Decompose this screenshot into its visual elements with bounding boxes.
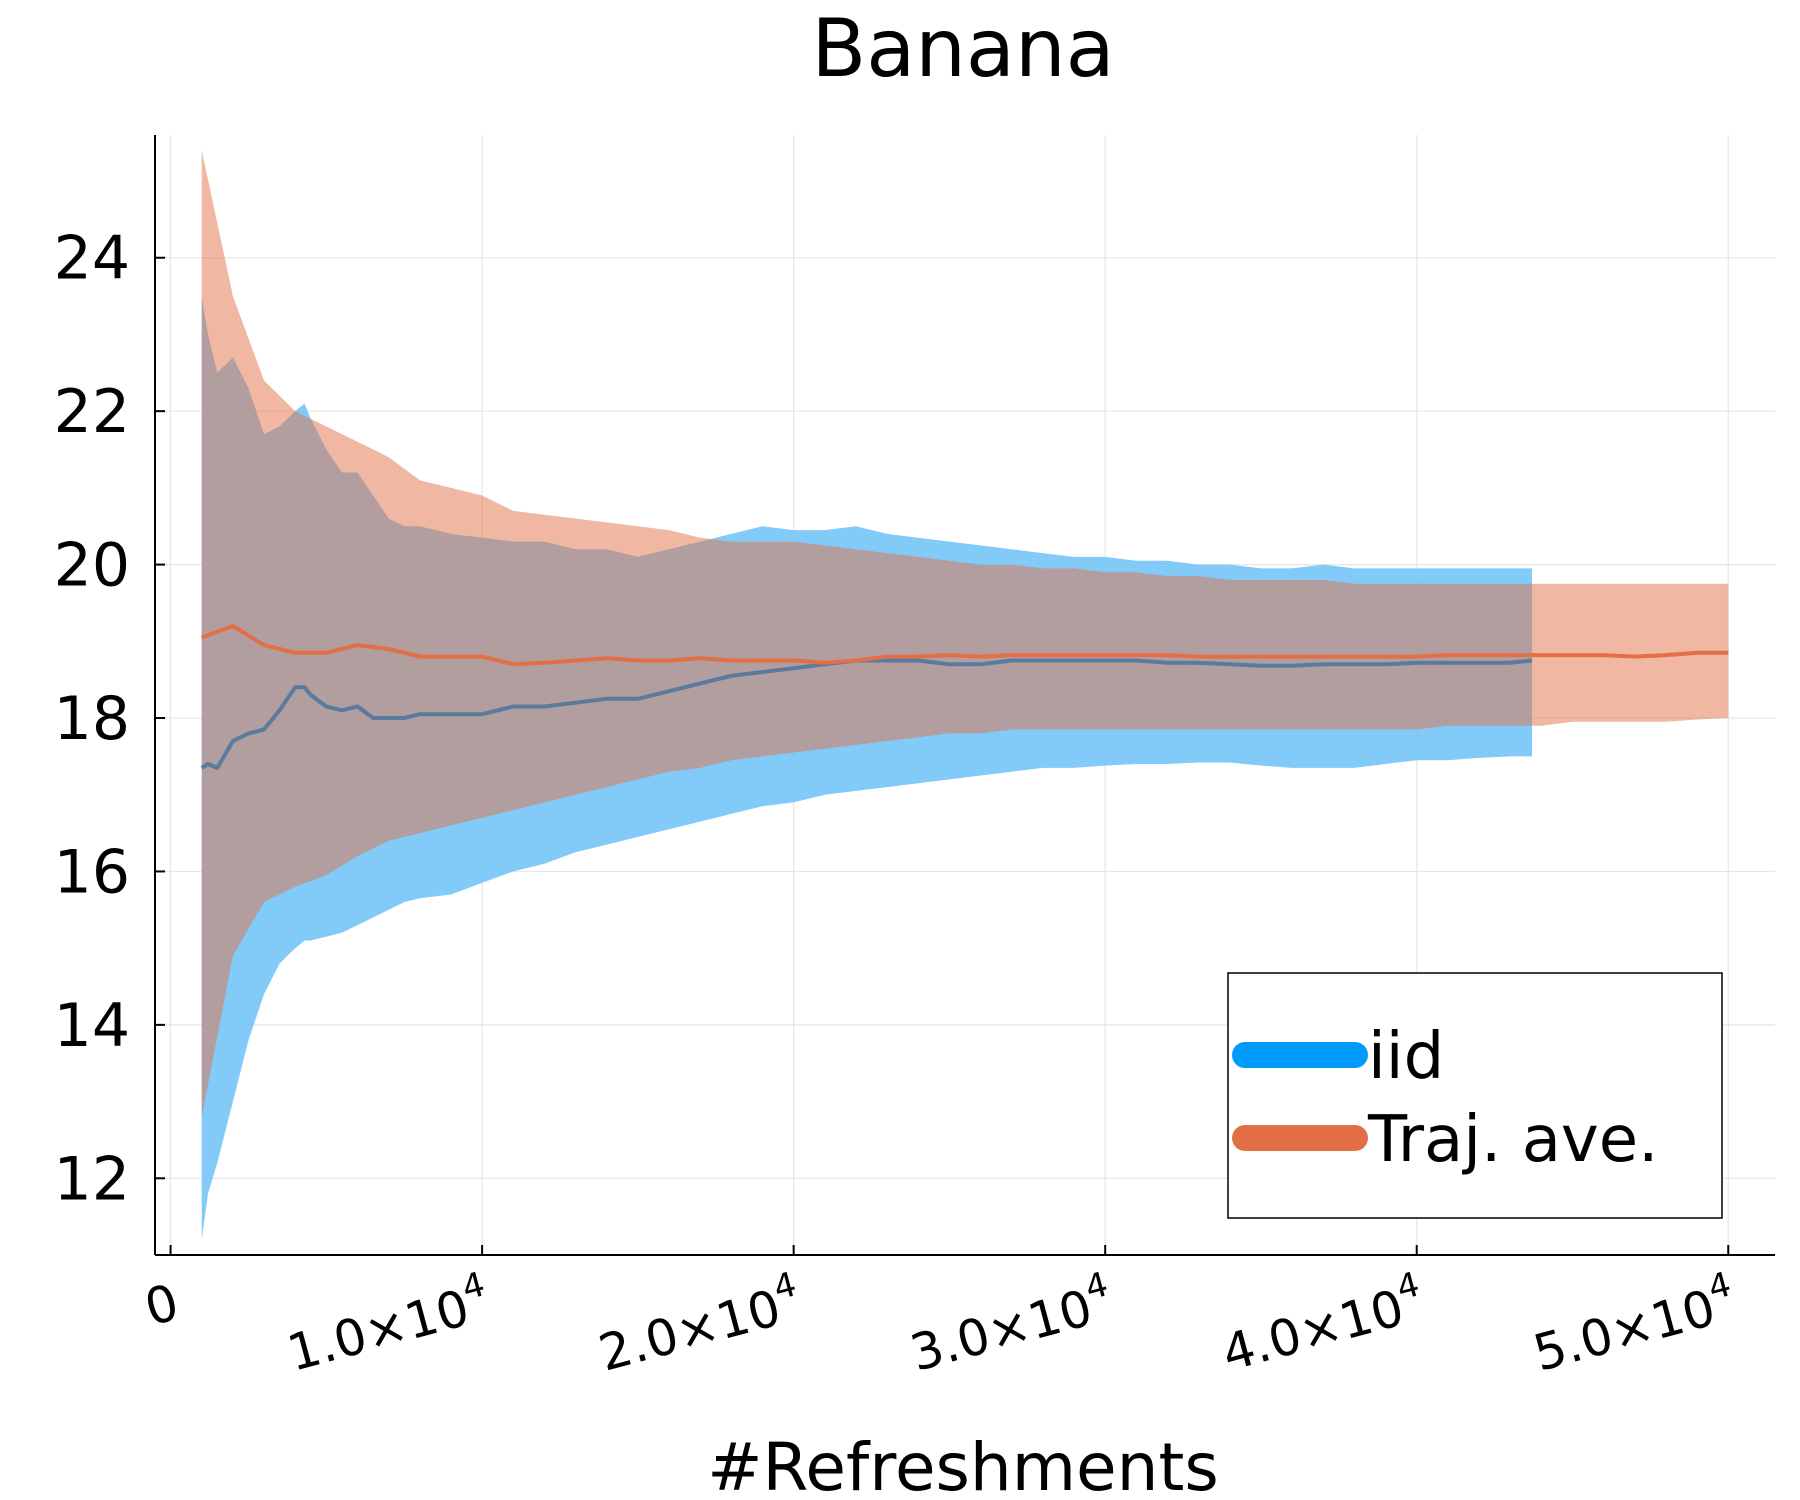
y-tick-label-3: 18 (54, 684, 130, 754)
legend-box (1227, 972, 1723, 1219)
y-tick-label-4: 20 (54, 531, 130, 601)
band-series-1 (201, 150, 1729, 1117)
x-tick-text-4: 4.0×104 (1214, 1264, 1431, 1382)
line-series-1 (201, 624, 1729, 667)
x-tick-label-4: 4.0×104 (1214, 1264, 1431, 1382)
axes (154, 135, 1775, 1256)
legend-label-1: Traj. ave. (1367, 1103, 1659, 1177)
chart-title: Banana (811, 2, 1114, 95)
x-tick-label-3: 3.0×104 (902, 1264, 1119, 1382)
x-axis-label: #Refreshments (707, 1429, 1219, 1500)
x-tick-text-1: 1.0×104 (279, 1264, 496, 1382)
x-tick-label-1: 1.0×104 (279, 1264, 496, 1382)
legend: iid Traj. ave. (1227, 972, 1723, 1219)
y-tick-label-0: 12 (54, 1144, 130, 1214)
x-tick-label-5: 5.0×104 (1525, 1264, 1742, 1382)
x-tick-text-0: 0 (139, 1273, 185, 1337)
x-tick-text-2: 2.0×104 (591, 1264, 808, 1382)
y-tick-label-5: 22 (54, 377, 130, 447)
legend-label-0: iid (1368, 1020, 1444, 1094)
confidence-bands (201, 150, 1729, 1240)
line-series-0 (200, 658, 1533, 770)
y-tick-labels: 12 14 16 18 20 22 24 (54, 224, 130, 1215)
x-tick-labels: 0 1.0×104 2.0×104 3.0×104 4.0×104 5.0×104 (139, 1264, 1742, 1382)
y-tick-label-6: 24 (54, 224, 130, 294)
x-tick-label-2: 2.0×104 (591, 1264, 808, 1382)
x-tick-label-0: 0 (139, 1273, 185, 1337)
x-tick-text-3: 3.0×104 (902, 1264, 1119, 1382)
band-series-0 (201, 296, 1533, 1240)
y-tick-label-2: 16 (54, 837, 130, 907)
x-tick-text-5: 5.0×104 (1525, 1264, 1742, 1382)
mean-lines (200, 624, 1729, 770)
y-tick-label-1: 14 (54, 991, 130, 1061)
